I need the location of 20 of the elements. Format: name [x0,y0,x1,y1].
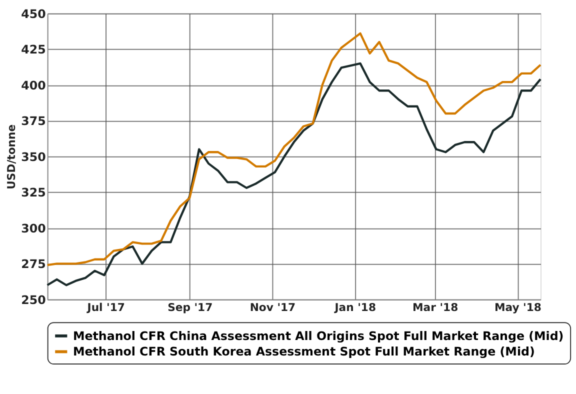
y-tick-label: 400 [21,78,46,92]
x-tick-label: Mar '18 [412,300,458,314]
x-tick-label: Jan '18 [334,300,376,314]
y-tick-label: 275 [21,257,46,272]
y-tick-label: 325 [21,186,46,200]
x-tick-label: Jul '17 [86,300,125,314]
y-tick-label: 375 [21,114,46,128]
y-axis-title: USD/tonne [5,124,18,190]
legend-label: Methanol CFR South Korea Assessment Spot Full Market Range (Mid) [72,344,535,359]
y-tick-label: 425 [21,42,46,57]
legend-label: Methanol CFR China Assessment All Origins Spot Full Market Range (Mid) [72,328,564,343]
x-tick-label: Nov '17 [250,300,296,314]
x-tick-label: May '18 [494,300,542,314]
line-series [46,32,542,266]
y-tick-label: 250 [21,292,46,307]
x-tick-label: Sep '17 [168,300,213,314]
y-tick-label: 450 [21,6,46,21]
y-tick-label: 350 [21,150,46,164]
y-tick-label: 300 [21,221,46,236]
line-series [46,62,542,286]
